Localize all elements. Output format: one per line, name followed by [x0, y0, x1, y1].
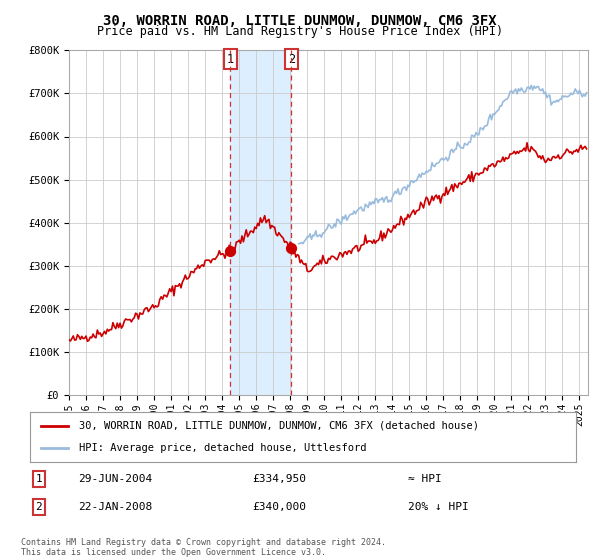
Text: £340,000: £340,000	[252, 502, 306, 512]
Text: HPI: Average price, detached house, Uttlesford: HPI: Average price, detached house, Uttl…	[79, 443, 367, 453]
Text: 1: 1	[35, 474, 43, 484]
Text: 20% ↓ HPI: 20% ↓ HPI	[408, 502, 469, 512]
Bar	[230, 50, 292, 395]
Text: 30, WORRIN ROAD, LITTLE DUNMOW, DUNMOW, CM6 3FX (detached house): 30, WORRIN ROAD, LITTLE DUNMOW, DUNMOW, …	[79, 421, 479, 431]
Text: Price paid vs. HM Land Registry's House Price Index (HPI): Price paid vs. HM Land Registry's House …	[97, 25, 503, 38]
Text: ≈ HPI: ≈ HPI	[408, 474, 442, 484]
Text: 1: 1	[227, 53, 234, 66]
Text: £334,950: £334,950	[252, 474, 306, 484]
Text: 2: 2	[35, 502, 43, 512]
Text: 2: 2	[288, 53, 295, 66]
Point	[226, 246, 235, 255]
Text: 29-JUN-2004: 29-JUN-2004	[78, 474, 152, 484]
Text: Contains HM Land Registry data © Crown copyright and database right 2024.
This d: Contains HM Land Registry data © Crown c…	[21, 538, 386, 557]
Point	[287, 244, 296, 253]
Text: 30, WORRIN ROAD, LITTLE DUNMOW, DUNMOW, CM6 3FX: 30, WORRIN ROAD, LITTLE DUNMOW, DUNMOW, …	[103, 14, 497, 28]
Text: 22-JAN-2008: 22-JAN-2008	[78, 502, 152, 512]
